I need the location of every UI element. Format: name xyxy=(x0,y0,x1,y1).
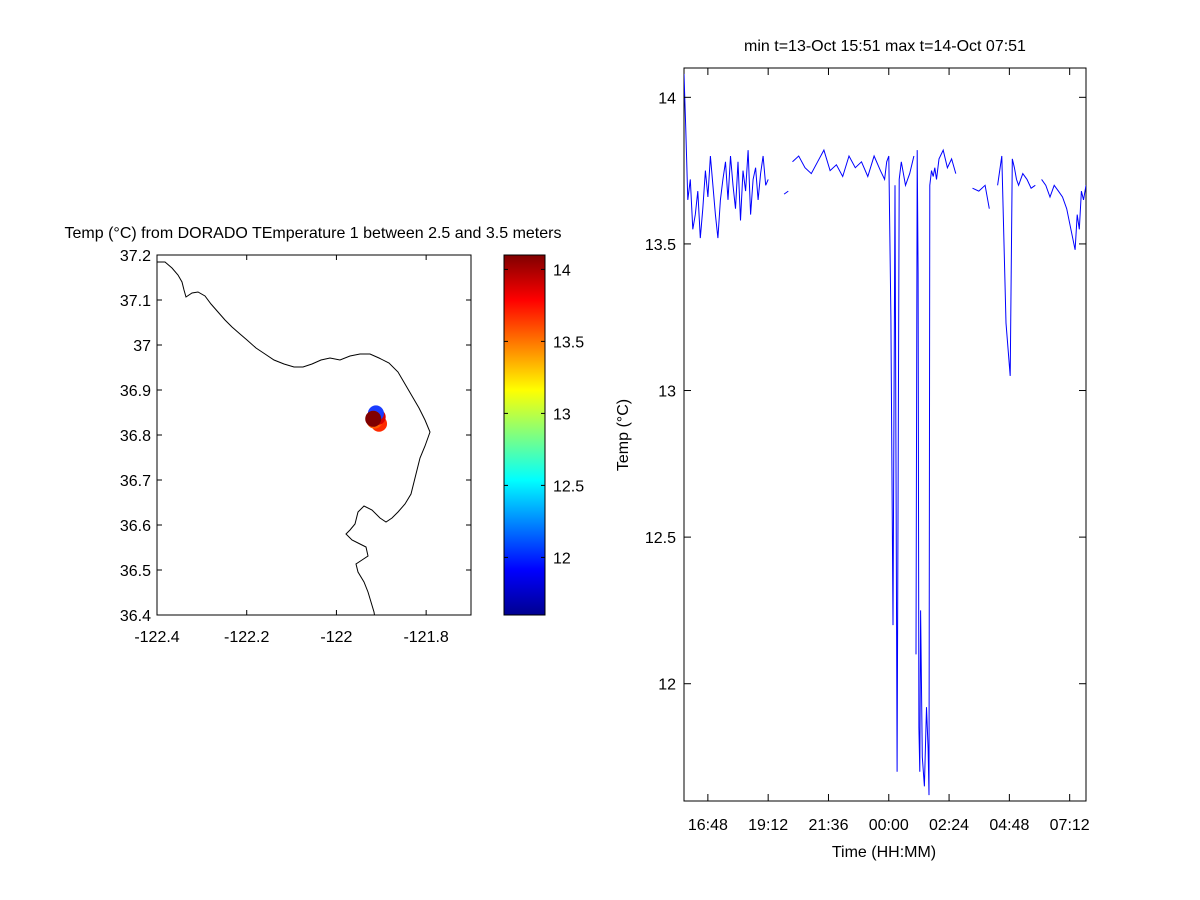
map-y-tick-label: 36.4 xyxy=(120,608,151,625)
colorbar-tick-label: 12 xyxy=(553,550,571,567)
y-tick-label: 12 xyxy=(658,677,676,694)
x-tick-label: 04:48 xyxy=(989,817,1029,834)
colorbar-axis: 14 13.5 13 12.5 12 xyxy=(504,262,584,567)
y-tick-label: 13.5 xyxy=(645,237,676,254)
x-tick-label: 21:36 xyxy=(808,817,848,834)
map-y-tick-label: 36.5 xyxy=(120,563,151,580)
temperature-series xyxy=(684,73,1086,796)
map-x-tick-label: -122.4 xyxy=(134,629,179,646)
colorbar-gradient xyxy=(503,254,546,616)
map-x-tick-label: -122 xyxy=(320,629,352,646)
track-marker xyxy=(365,410,382,427)
x-tick-label: 19:12 xyxy=(748,817,788,834)
temperature-line xyxy=(783,190,789,195)
temperature-line xyxy=(915,148,957,796)
map-y-tick-label: 36.9 xyxy=(120,383,151,400)
temperature-line xyxy=(972,184,990,209)
temperature-line xyxy=(684,73,769,239)
map-title: Temp (°C) from DORADO TEmperature 1 betw… xyxy=(65,225,562,242)
timeseries-panel: min t=13-Oct 15:51 max t=14-Oct 07:51 16… xyxy=(615,38,1090,861)
x-tick-label: 07:12 xyxy=(1050,817,1090,834)
x-tick-label: 16:48 xyxy=(688,817,728,834)
map-y-axis: 37.2 37.1 37 36.9 36.8 36.7 36.6 36.5 36.4 xyxy=(120,248,471,625)
timeseries-x-axis: 16:48 19:12 21:36 00:00 02:24 04:48 07:12 xyxy=(688,68,1090,834)
chart-title: min t=13-Oct 15:51 max t=14-Oct 07:51 xyxy=(744,38,1026,55)
temperature-line xyxy=(997,155,1036,376)
map-axes-box xyxy=(156,254,472,616)
track-markers xyxy=(365,405,388,432)
x-tick-label: 00:00 xyxy=(869,817,909,834)
temperature-line xyxy=(792,148,915,772)
y-tick-label: 13 xyxy=(658,384,676,401)
y-tick-label: 12.5 xyxy=(645,530,676,547)
map-y-tick-label: 36.7 xyxy=(120,473,151,490)
x-axis-label: Time (HH:MM) xyxy=(832,844,936,861)
map-y-tick-label: 37.2 xyxy=(120,248,151,265)
colorbar-tick-label: 12.5 xyxy=(553,478,584,495)
x-tick-label: 02:24 xyxy=(929,817,969,834)
map-y-tick-label: 36.8 xyxy=(120,428,151,445)
map-y-tick-label: 37.1 xyxy=(120,293,151,310)
map-y-tick-label: 36.6 xyxy=(120,518,151,535)
y-tick-label: 14 xyxy=(658,90,676,107)
colorbar-tick-label: 13.5 xyxy=(553,334,584,351)
coastline xyxy=(157,261,431,615)
colorbar-tick-label: 13 xyxy=(553,406,571,423)
timeseries-y-axis: 14 13.5 13 12.5 12 xyxy=(645,90,1086,694)
colorbar: 14 13.5 13 12.5 12 xyxy=(503,254,584,616)
y-axis-label: Temp (°C) xyxy=(615,399,632,471)
map-panel: Temp (°C) from DORADO TEmperature 1 betw… xyxy=(65,225,562,646)
timeseries-axes-box xyxy=(683,67,1087,802)
temperature-line xyxy=(1041,179,1086,250)
map-x-tick-label: -122.2 xyxy=(224,629,269,646)
map-x-axis: -122.4 -122.2 -122 -121.8 xyxy=(134,255,449,646)
map-y-tick-label: 37 xyxy=(133,338,151,355)
colorbar-tick-label: 14 xyxy=(553,262,571,279)
map-x-tick-label: -121.8 xyxy=(403,629,448,646)
